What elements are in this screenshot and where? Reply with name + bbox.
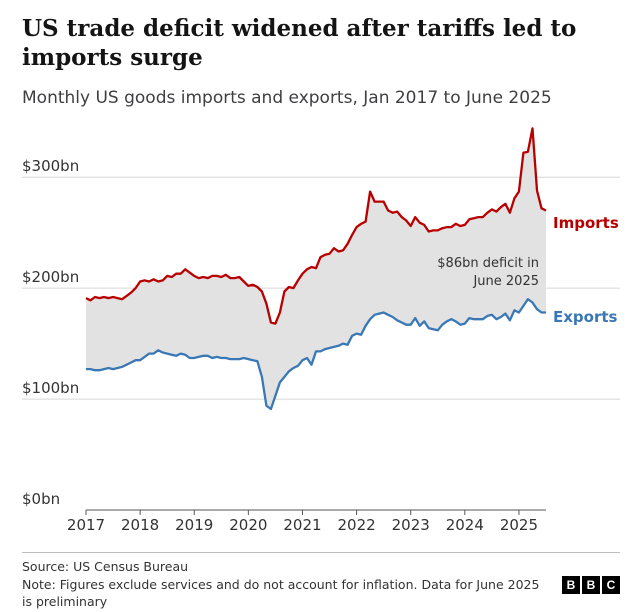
deficit-annotation: June 2025 xyxy=(472,274,539,289)
x-tick-label: 2021 xyxy=(283,516,321,534)
y-tick-label: $100bn xyxy=(22,379,79,397)
footer-divider xyxy=(22,552,620,553)
imports-label: Imports xyxy=(553,214,619,232)
bbc-logo: B B C xyxy=(562,576,620,594)
x-tick-label: 2022 xyxy=(337,516,375,534)
x-axis-ticks: 2017 2018 2019 2020 2021 2022 2023 2024 2025 xyxy=(67,510,538,534)
bbc-logo-block: B xyxy=(582,576,600,594)
x-tick-label: 2018 xyxy=(121,516,159,534)
series-labels: Imports Exports $86bn deficit in June 2025 xyxy=(437,214,619,326)
exports-line xyxy=(86,298,546,411)
y-axis-ticks: $0bn $100bn $200bn $300bn xyxy=(22,157,79,508)
x-tick-label: 2023 xyxy=(392,516,430,534)
chart-title: US trade deficit widened after tariffs l… xyxy=(22,15,577,71)
deficit-annotation: $86bn deficit in xyxy=(437,256,539,271)
x-tick-label: 2017 xyxy=(67,516,105,534)
footnote: Note: Figures exclude services and do no… xyxy=(22,577,540,609)
y-tick-label: $200bn xyxy=(22,268,79,286)
imports-line xyxy=(85,127,547,325)
bbc-logo-block: C xyxy=(602,576,620,594)
x-tick-label: 2020 xyxy=(229,516,267,534)
chart-subtitle: Monthly US goods imports and exports, Ja… xyxy=(22,88,552,108)
source-note: Source: US Census Bureau xyxy=(22,559,189,574)
exports-label: Exports xyxy=(553,308,618,326)
series-lines xyxy=(85,127,547,411)
y-tick-label: $300bn xyxy=(22,157,79,175)
x-tick-label: 2019 xyxy=(175,516,213,534)
x-tick-label: 2024 xyxy=(446,516,484,534)
y-tick-label: $0bn xyxy=(22,490,60,508)
x-tick-label: 2025 xyxy=(500,516,538,534)
bbc-logo-block: B xyxy=(562,576,580,594)
